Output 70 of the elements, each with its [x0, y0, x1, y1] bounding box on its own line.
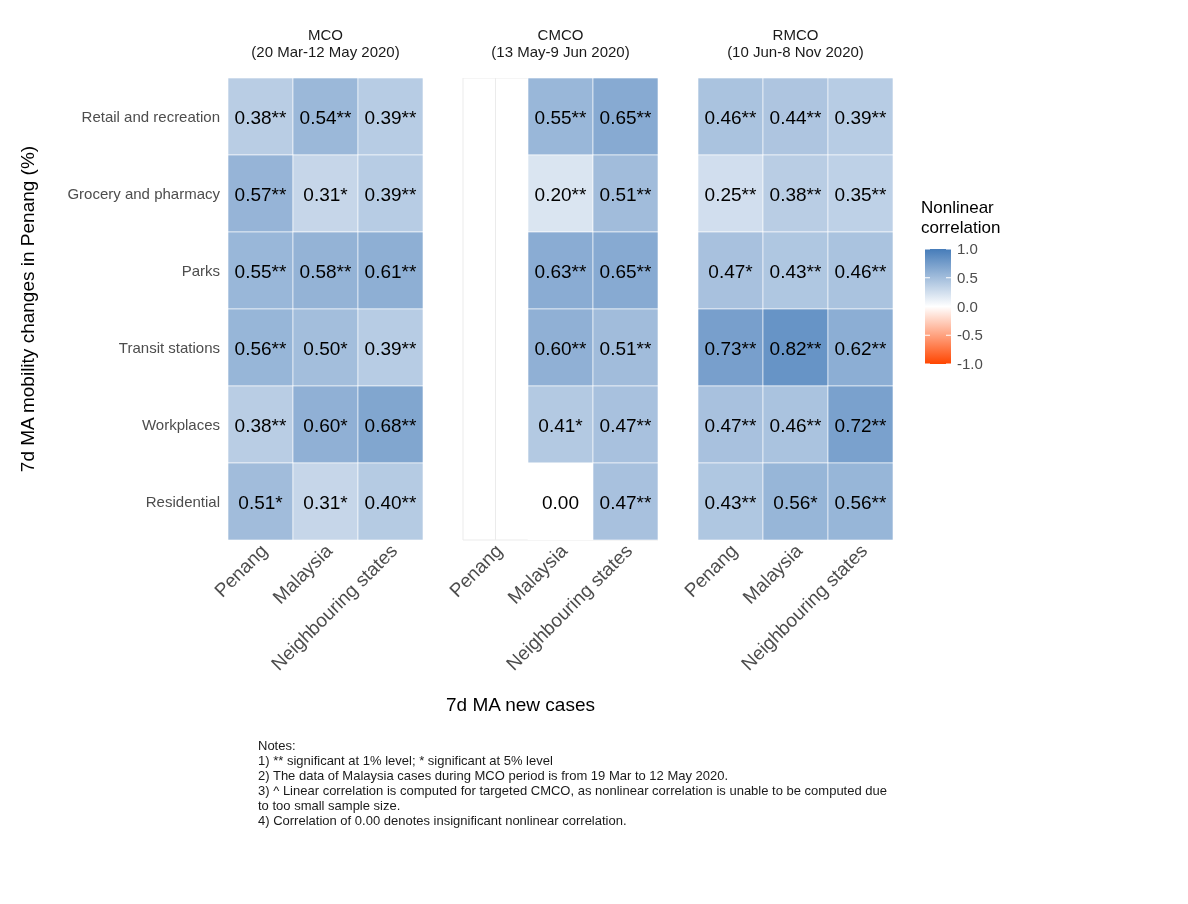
- data-label: 0.54**: [299, 106, 352, 128]
- text: 1) ** significant at 1% level; * significant at 5% level: [258, 753, 554, 768]
- color-bar-label: -0.5: [957, 326, 983, 344]
- data-label: 0.56**: [234, 337, 287, 359]
- data-label: 0.20**: [534, 183, 587, 205]
- data-label: 0.38**: [769, 183, 822, 205]
- x-axis-title: 7d MA new cases: [445, 694, 596, 716]
- data-label: 0.61**: [364, 260, 417, 282]
- color-bar-label: 0.0: [957, 297, 978, 315]
- color-bar-title: Nonlinear correlation: [921, 198, 1002, 238]
- data-label: 0.46**: [834, 260, 887, 282]
- data-label: 0.43**: [769, 260, 822, 282]
- color-bar-label: 0.5: [957, 268, 978, 286]
- y-tick-label: Retail and recreation: [81, 107, 220, 125]
- data-label: 0.46**: [704, 106, 757, 128]
- data-label: 0.46**: [769, 414, 822, 436]
- text: 4) Correlation of 0.00 denotes insignificant nonlinear correlation.: [258, 813, 628, 828]
- data-label: 0.50*: [303, 337, 349, 359]
- text: 2) The data of Malaysia cases during MCO period is from 19 Mar to 12 May 2020.: [258, 768, 730, 783]
- data-label: 0.38**: [234, 414, 287, 436]
- data-label: 0.51*: [238, 491, 284, 513]
- chart-title: CMCO (13 May-9 Jun 2020): [490, 26, 631, 60]
- data-label: 0.57**: [234, 183, 287, 205]
- text: Notes:: [258, 738, 297, 753]
- data-label: 0.65**: [599, 260, 652, 282]
- data-label: 0.25**: [704, 183, 757, 205]
- y-tick-label: Grocery and pharmacy: [67, 184, 221, 202]
- data-label: 0.43**: [704, 491, 757, 513]
- data-label: 0.40**: [364, 491, 417, 513]
- chart-title: MCO (20 Mar-12 May 2020): [250, 26, 401, 60]
- data-label: 0.68**: [364, 414, 417, 436]
- data-label: 0.63**: [534, 260, 587, 282]
- data-label: 0.39**: [364, 106, 417, 128]
- y-tick-label: Parks: [181, 261, 220, 279]
- data-label: 0.44**: [769, 106, 822, 128]
- data-label: 0.56*: [773, 491, 819, 513]
- data-label: 0.65**: [599, 106, 652, 128]
- data-label: 0.72**: [834, 414, 887, 436]
- data-label: 0.55**: [534, 106, 587, 128]
- color-bar-label: -1.0: [957, 355, 983, 372]
- data-label: 0.47*: [708, 260, 754, 282]
- data-label: 0.51**: [599, 183, 652, 205]
- data-label: 0.51**: [599, 337, 652, 359]
- data-label: 0.55**: [234, 260, 287, 282]
- data-label: 0.60*: [303, 414, 349, 436]
- data-label: 0.39**: [834, 106, 887, 128]
- data-label: 0.73**: [704, 337, 757, 359]
- data-label: 0.58**: [299, 260, 352, 282]
- data-label: 0.38**: [234, 106, 287, 128]
- data-label: 0.00: [542, 491, 579, 513]
- color-bar-label: 1.0: [957, 240, 978, 257]
- y-tick-label: Transit stations: [118, 338, 220, 356]
- y-tick-label: Workplaces: [141, 415, 220, 433]
- data-label: 0.39**: [364, 337, 417, 359]
- data-label: 0.31*: [303, 491, 349, 513]
- data-label: 0.35**: [834, 183, 887, 205]
- text: 3) ^ Linear correlation is computed for targeted CMCO, as nonlinear correlation is unable to be computed due to too small sample size.: [258, 783, 888, 813]
- data-label: 0.62**: [834, 337, 887, 359]
- data-label: 0.47**: [599, 414, 652, 436]
- data-label: 0.60**: [534, 337, 587, 359]
- data-label: 0.31*: [303, 183, 349, 205]
- chart-title: RMCO (10 Jun-8 Nov 2020): [726, 26, 865, 60]
- data-label: 0.41*: [538, 414, 584, 436]
- data-label: 0.39**: [364, 183, 417, 205]
- data-label: 0.56**: [834, 491, 887, 513]
- y-tick-label: Residential: [145, 492, 220, 510]
- data-label: 0.82**: [769, 337, 822, 359]
- data-label: 0.47**: [704, 414, 757, 436]
- data-label: 0.47**: [599, 491, 652, 513]
- y-axis-title: 7d MA mobility changes in Penang (%): [17, 145, 39, 473]
